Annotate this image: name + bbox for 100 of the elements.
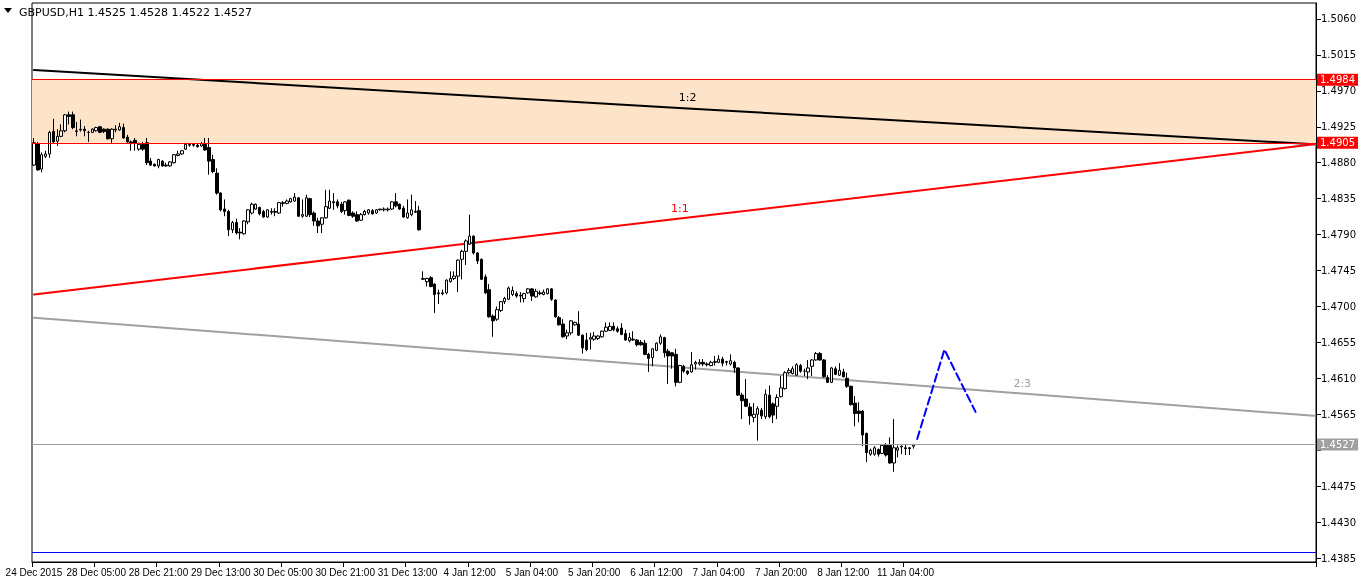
candlestick bbox=[382, 206, 386, 212]
candlestick bbox=[768, 385, 771, 419]
ref-line-label: 1.4984 bbox=[1320, 74, 1355, 86]
candlestick bbox=[262, 209, 265, 219]
candlestick bbox=[355, 210, 359, 223]
y-tick-label: 1.4565 bbox=[1321, 408, 1356, 420]
candlestick bbox=[713, 355, 717, 367]
candlestick bbox=[589, 332, 592, 351]
candlestick bbox=[285, 198, 289, 205]
candlestick bbox=[332, 192, 335, 211]
y-tick-label: 1.4925 bbox=[1321, 121, 1356, 133]
series-label: 1:2 bbox=[678, 91, 697, 105]
candlestick bbox=[542, 289, 545, 296]
chart-title: GBPUSD,H1 1.4525 1.4528 1.4522 1.4527 bbox=[19, 6, 252, 19]
candlestick bbox=[172, 153, 176, 165]
candlestick bbox=[756, 405, 759, 442]
ref-line-label: 1.4527 bbox=[1320, 439, 1355, 451]
candlestick bbox=[359, 212, 363, 222]
y-tick-label: 1.5015 bbox=[1321, 49, 1356, 61]
x-tick-label: 8 Jan 12:00 bbox=[817, 566, 870, 578]
candlestick bbox=[779, 375, 783, 398]
candlestick bbox=[347, 198, 351, 217]
candlestick bbox=[367, 208, 370, 216]
candlestick bbox=[297, 196, 300, 218]
candlestick bbox=[569, 319, 573, 336]
candlestick bbox=[561, 318, 565, 339]
candlestick bbox=[410, 194, 413, 217]
candlestick bbox=[799, 363, 802, 374]
x-tick-label: 30 Dec 21:00 bbox=[315, 566, 376, 578]
candlestick bbox=[340, 201, 343, 214]
candlestick bbox=[378, 208, 382, 212]
x-tick-label: 24 Dec 2015 bbox=[5, 566, 63, 578]
y-tick-label: 1.4385 bbox=[1321, 552, 1356, 564]
candlestick bbox=[519, 291, 522, 303]
candlestick bbox=[145, 137, 149, 166]
candlestick bbox=[301, 198, 304, 219]
candlestick bbox=[157, 158, 160, 169]
candlestick bbox=[631, 330, 635, 342]
y-tick-label: 1.4790 bbox=[1321, 229, 1356, 241]
candlestick bbox=[180, 149, 184, 156]
candlestick bbox=[254, 202, 257, 211]
series-label: 1:1 bbox=[670, 201, 689, 215]
candlestick bbox=[795, 362, 798, 377]
candlestick bbox=[522, 292, 526, 303]
candlestick bbox=[94, 126, 98, 133]
candlestick bbox=[616, 325, 619, 334]
y-tick-label: 1.5060 bbox=[1321, 13, 1356, 25]
candlestick bbox=[596, 334, 600, 341]
candlestick bbox=[904, 444, 907, 456]
candlestick bbox=[608, 321, 612, 332]
candlestick bbox=[129, 139, 133, 152]
candlestick bbox=[266, 208, 269, 219]
candlestick bbox=[705, 361, 709, 367]
candlestick bbox=[270, 207, 273, 216]
candlestick bbox=[791, 365, 794, 375]
y-tick-label: 1.4610 bbox=[1321, 372, 1356, 384]
candlestick bbox=[343, 200, 347, 216]
candlestick bbox=[690, 351, 693, 374]
candlestick bbox=[98, 125, 102, 134]
candlestick bbox=[507, 285, 510, 301]
candlestick bbox=[375, 208, 378, 215]
y-tick-label: 1.4745 bbox=[1321, 265, 1356, 277]
ref-line-label: 1.4905 bbox=[1320, 137, 1355, 149]
candlestick bbox=[530, 287, 534, 302]
y-tick-label: 1.4430 bbox=[1321, 516, 1356, 528]
candlestick bbox=[192, 143, 195, 148]
y-tick-label: 1.4880 bbox=[1321, 157, 1356, 169]
candlestick bbox=[912, 443, 915, 450]
candlestick bbox=[515, 290, 518, 299]
candlestick bbox=[196, 143, 199, 149]
candlestick bbox=[892, 418, 896, 473]
candlestick bbox=[830, 366, 833, 384]
candlestick bbox=[764, 389, 767, 420]
x-tick-label: 28 Dec 21:00 bbox=[128, 566, 189, 578]
candlestick bbox=[106, 127, 110, 141]
candlestick bbox=[122, 123, 125, 140]
candlestick bbox=[137, 142, 141, 152]
candlestick bbox=[511, 285, 514, 297]
candlestick bbox=[235, 218, 238, 236]
candlestick bbox=[371, 208, 374, 216]
x-tick-label: 31 Dec 13:00 bbox=[377, 566, 438, 578]
candlestick bbox=[110, 127, 114, 144]
y-tick-label: 1.4700 bbox=[1321, 300, 1356, 312]
candlestick bbox=[908, 446, 911, 456]
candlestick bbox=[709, 360, 713, 367]
candlestick bbox=[417, 205, 421, 232]
x-tick-label: 4 Jan 12:00 bbox=[443, 566, 497, 578]
candlestick bbox=[161, 159, 164, 168]
candlestick bbox=[701, 358, 705, 367]
candlestick bbox=[164, 162, 168, 168]
x-tick-label: 7 Jan 20:00 bbox=[754, 566, 808, 578]
candlestick bbox=[79, 119, 82, 133]
y-tick-label: 1.4475 bbox=[1321, 480, 1356, 492]
candlestick bbox=[258, 206, 261, 216]
x-tick-label: 7 Jan 04:00 bbox=[692, 566, 746, 578]
candlestick bbox=[775, 393, 779, 420]
y-tick-label: 1.4655 bbox=[1321, 336, 1356, 348]
x-tick-label: 6 Jan 12:00 bbox=[630, 566, 684, 578]
candlestick bbox=[674, 348, 678, 387]
x-tick-label: 5 Jan 20:00 bbox=[568, 566, 621, 578]
